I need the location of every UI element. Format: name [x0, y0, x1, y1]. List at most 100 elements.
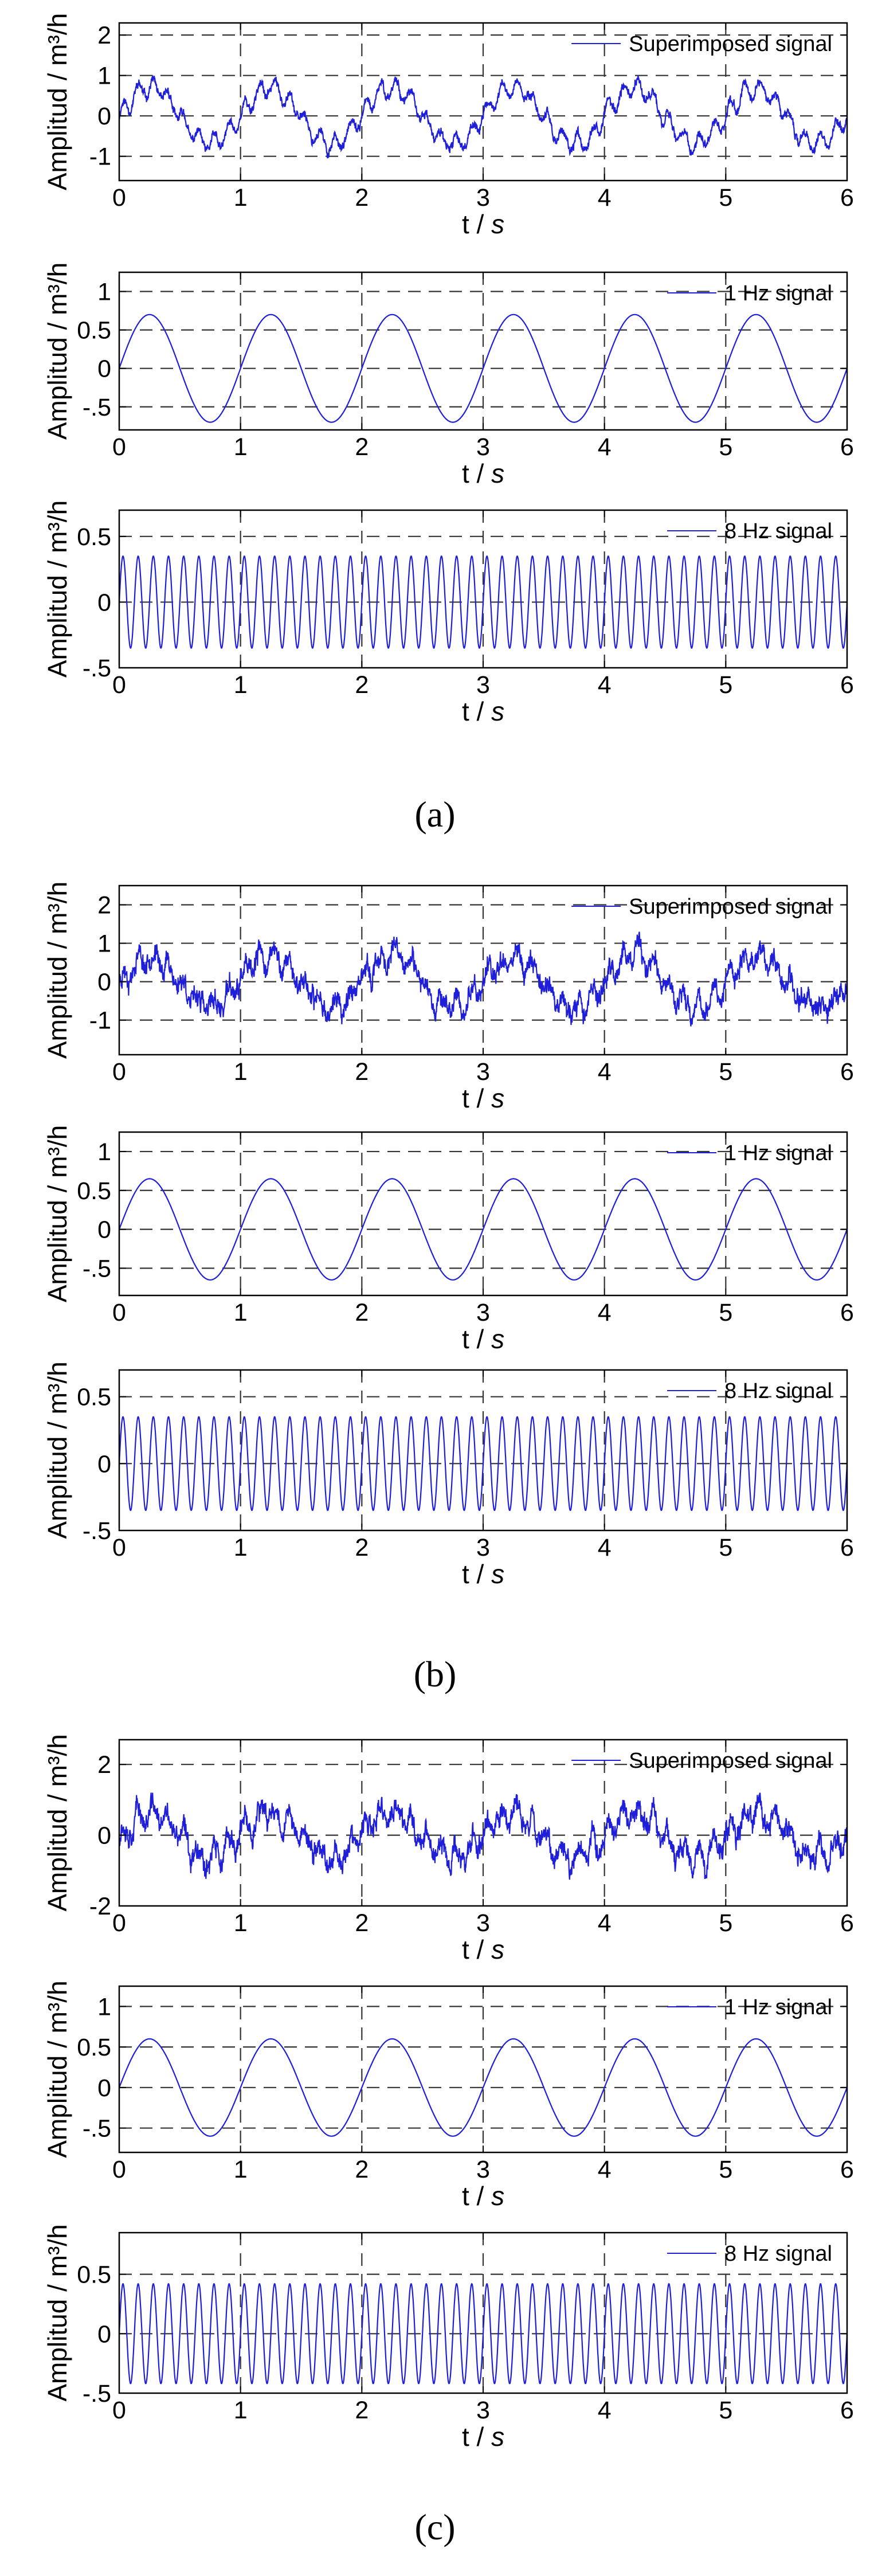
x-tick-label: 6	[840, 2397, 854, 2424]
x-tick-label: 3	[476, 184, 490, 212]
x-axis-separator: /	[469, 1324, 491, 1354]
y-tick-label: -.5	[83, 2380, 111, 2407]
y-tick-label: -.5	[83, 655, 111, 682]
y-tick-label: -.5	[83, 1517, 111, 1545]
x-tick-label: 5	[719, 671, 732, 699]
x-tick-label: 5	[719, 1299, 732, 1326]
x-tick-label: 0	[112, 1299, 126, 1326]
x-axis-label: t / s	[462, 2181, 504, 2211]
x-axis-variable: t	[462, 2181, 469, 2211]
x-tick-label: 6	[840, 2156, 854, 2183]
legend-label: 8 Hz signal	[724, 1379, 832, 1403]
y-axis-label: Amplitud / m³/h	[42, 1980, 72, 2158]
y-tick-label: 0	[97, 1450, 111, 1478]
x-tick-label: 6	[840, 184, 854, 212]
x-axis-variable: t	[462, 696, 469, 726]
y-tick-label: 1	[97, 279, 111, 306]
x-axis-label: t / s	[462, 2422, 504, 2452]
y-tick-label: 0.5	[77, 1177, 111, 1205]
x-tick-label: 6	[840, 1909, 854, 1937]
x-tick-label: 3	[476, 671, 490, 699]
x-axis-label: t / s	[462, 696, 504, 726]
x-axis-separator: /	[469, 1083, 491, 1113]
x-tick-label: 2	[355, 1534, 369, 1561]
x-tick-label: 2	[355, 1909, 369, 1937]
x-tick-label: 2	[355, 1058, 369, 1086]
x-tick-label: 5	[719, 433, 732, 461]
x-axis-variable: t	[462, 1935, 469, 1964]
x-tick-label: 5	[719, 2397, 732, 2424]
x-tick-label: 0	[112, 433, 126, 461]
x-tick-label: 2	[355, 671, 369, 699]
x-axis-separator: /	[469, 2181, 491, 2211]
y-tick-label: 0	[97, 2074, 111, 2102]
x-tick-label: 6	[840, 671, 854, 699]
x-tick-label: 3	[476, 1299, 490, 1326]
x-tick-label: 4	[598, 433, 612, 461]
x-tick-label: 4	[598, 2156, 612, 2183]
x-axis-variable: t	[462, 1559, 469, 1589]
x-tick-label: 5	[719, 1534, 732, 1561]
x-tick-label: 1	[234, 1909, 248, 1937]
x-tick-label: 2	[355, 184, 369, 212]
x-axis-separator: /	[469, 2422, 491, 2452]
y-tick-label: 2	[97, 1751, 111, 1779]
y-tick-label: 0.5	[77, 2034, 111, 2061]
y-tick-label: -.5	[83, 2115, 111, 2143]
x-tick-label: 2	[355, 433, 369, 461]
y-tick-label: 1	[97, 62, 111, 90]
x-tick-label: 1	[234, 433, 248, 461]
x-tick-label: 0	[112, 2397, 126, 2424]
x-tick-label: 1	[234, 1534, 248, 1561]
x-axis-variable: t	[462, 1324, 469, 1354]
x-tick-label: 0	[112, 1909, 126, 1937]
x-tick-label: 4	[598, 1299, 612, 1326]
x-axis-unit: s	[491, 1559, 504, 1589]
signal-line-c2	[118, 2038, 848, 2137]
y-tick-label: 0	[97, 589, 111, 616]
x-axis-label: t / s	[462, 1935, 504, 1964]
y-tick-label: -1	[89, 1007, 111, 1035]
y-tick-label: 1	[97, 930, 111, 958]
legend-label: 1 Hz signal	[724, 1141, 832, 1165]
x-axis-separator: /	[469, 696, 491, 726]
y-tick-label: -.5	[83, 394, 111, 421]
x-tick-label: 6	[840, 433, 854, 461]
y-tick-label: 0	[97, 969, 111, 996]
legend-label: 8 Hz signal	[724, 519, 832, 543]
legend-label: Superimposed signal	[629, 32, 832, 56]
x-tick-label: 0	[112, 671, 126, 699]
x-tick-label: 4	[598, 2397, 612, 2424]
x-axis-unit: s	[491, 696, 504, 726]
y-axis-label: Amplitud / m³/h	[42, 1734, 72, 1911]
x-tick-label: 3	[476, 2397, 490, 2424]
x-tick-label: 4	[598, 1058, 612, 1086]
x-tick-label: 1	[234, 1299, 248, 1326]
x-tick-label: 4	[598, 671, 612, 699]
subfigure-label-b: (b)	[414, 1654, 457, 1694]
x-axis-label: t / s	[462, 459, 504, 488]
x-tick-label: 4	[598, 184, 612, 212]
y-axis-label: Amplitud / m³/h	[42, 1361, 72, 1538]
legend-label: Superimposed signal	[629, 1749, 832, 1773]
y-axis-label: Amplitud / m³/h	[42, 2224, 72, 2401]
x-tick-label: 5	[719, 1058, 732, 1086]
y-tick-label: 0.5	[77, 317, 111, 344]
x-tick-label: 2	[355, 2397, 369, 2424]
x-axis-separator: /	[469, 1935, 491, 1964]
x-tick-label: 6	[840, 1534, 854, 1561]
y-tick-label: -.5	[83, 1255, 111, 1283]
y-tick-label: -2	[89, 1893, 111, 1920]
y-tick-label: 0.5	[77, 2261, 111, 2289]
x-tick-label: 2	[355, 2156, 369, 2183]
x-axis-unit: s	[491, 1324, 504, 1354]
x-axis-separator: /	[469, 209, 491, 239]
x-tick-label: 5	[719, 1909, 732, 1937]
